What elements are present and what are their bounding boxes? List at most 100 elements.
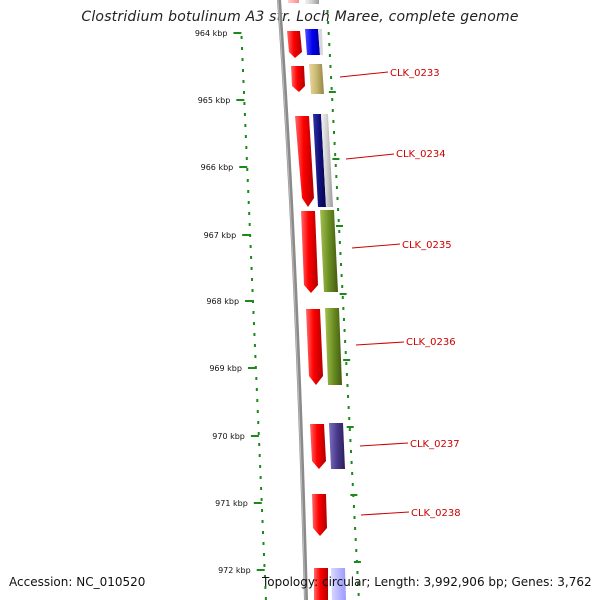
ruler-dot bbox=[333, 142, 336, 145]
gene-arrow-reverse bbox=[305, 29, 320, 55]
kbp-tick-mark bbox=[233, 32, 242, 34]
ruler-dot bbox=[244, 135, 247, 138]
ruler-dot bbox=[248, 223, 251, 226]
ruler-dot bbox=[331, 98, 334, 101]
ruler-dot bbox=[348, 417, 351, 420]
gene-arrow-forward bbox=[288, 0, 299, 3]
ruler-dot bbox=[264, 586, 267, 589]
kbp-tick-label: 964 kbp bbox=[195, 29, 228, 38]
ruler-dot bbox=[327, 21, 330, 24]
ruler-dot bbox=[258, 454, 261, 457]
kbp-tick-mark bbox=[253, 502, 262, 504]
ruler-dot bbox=[261, 509, 264, 512]
inner-ruler bbox=[240, 36, 267, 600]
gene-arrow-forward bbox=[301, 211, 318, 293]
ruler-dot bbox=[332, 120, 335, 123]
ruler-dot bbox=[244, 124, 247, 127]
ruler-dot bbox=[334, 153, 337, 156]
ruler-dot bbox=[346, 384, 349, 387]
gene-label: CLK_0233 bbox=[390, 68, 440, 79]
gene-arrow-reverse bbox=[313, 114, 326, 207]
kbp-tick-label: 967 kbp bbox=[204, 231, 237, 240]
ruler-dot bbox=[245, 157, 248, 160]
kbp-tick-label: 971 kbp bbox=[215, 499, 248, 508]
ruler-dot bbox=[253, 333, 256, 336]
ruler-dot bbox=[354, 538, 357, 541]
gene-arrow-reverse bbox=[305, 0, 319, 4]
gene-label: CLK_0235 bbox=[402, 240, 452, 251]
gene-arrow-forward bbox=[310, 424, 326, 469]
ruler-dot bbox=[337, 208, 340, 211]
ruler-dot bbox=[340, 274, 343, 277]
gene-features bbox=[287, 0, 346, 600]
ruler-dot bbox=[347, 406, 350, 409]
ruler-dot bbox=[241, 58, 244, 61]
ruler-dot bbox=[263, 575, 266, 578]
gene-arrow-reverse bbox=[329, 423, 345, 469]
ruler-dot bbox=[345, 362, 348, 365]
ruler-dot bbox=[342, 318, 345, 321]
ruler-dot bbox=[356, 571, 359, 574]
kbp-tick-label: 966 kbp bbox=[201, 163, 234, 172]
ruler-dot bbox=[262, 553, 265, 556]
ruler-dot bbox=[344, 340, 347, 343]
ruler-dot bbox=[339, 252, 342, 255]
ruler-dot bbox=[260, 487, 263, 490]
ruler-dot bbox=[240, 36, 243, 39]
ruler-dot bbox=[249, 245, 252, 248]
gene-arrow-reverse bbox=[331, 568, 346, 600]
ruler-dot bbox=[341, 285, 344, 288]
leader-line bbox=[351, 243, 401, 249]
leader-line bbox=[359, 442, 409, 447]
ruler-dot bbox=[330, 87, 333, 90]
ruler-dot bbox=[350, 461, 353, 464]
kbp-tick-mark bbox=[250, 435, 259, 437]
kbp-tick-label: 972 kbp bbox=[218, 566, 251, 575]
ruler-dot bbox=[250, 267, 253, 270]
gene-arrow-forward bbox=[295, 116, 314, 207]
ruler-dot bbox=[261, 520, 264, 523]
ruler-dot bbox=[343, 329, 346, 332]
kbp-tick-mark bbox=[236, 99, 245, 101]
ruler-dot bbox=[263, 564, 266, 567]
outer-tick-mark bbox=[346, 426, 354, 428]
topology-text: Topology: circular; Length: 3,992,906 bp… bbox=[262, 575, 592, 589]
accession-text: Accession: NC_010520 bbox=[9, 575, 146, 589]
gene-labels: CLK_0233 CLK_0234 CLK_0235 CLK_0236 CLK_… bbox=[339, 68, 461, 519]
ruler-dot bbox=[336, 197, 339, 200]
ruler-dot bbox=[345, 373, 348, 376]
ruler-dot bbox=[258, 443, 261, 446]
ruler-dot bbox=[351, 472, 354, 475]
ruler-dot bbox=[338, 230, 341, 233]
gene-arrow-forward bbox=[314, 568, 328, 600]
kbp-tick-mark bbox=[256, 569, 265, 571]
kbp-tick-mark bbox=[239, 166, 248, 168]
ruler-dot bbox=[350, 450, 352, 453]
ruler-dot bbox=[332, 131, 335, 134]
gene-arrow-forward bbox=[312, 494, 327, 536]
gene-label: CLK_0237 bbox=[410, 439, 460, 450]
ruler-dot bbox=[247, 201, 250, 204]
outer-tick-mark bbox=[350, 494, 358, 496]
leader-line bbox=[345, 153, 395, 160]
ruler-dot bbox=[337, 219, 340, 222]
kbp-tick-mark bbox=[242, 234, 251, 236]
gene-arrow-forward bbox=[287, 31, 302, 58]
ruler-dot bbox=[246, 179, 249, 182]
ruler-dot bbox=[251, 278, 254, 281]
ruler-dot bbox=[334, 164, 337, 167]
ruler-dot bbox=[264, 597, 267, 600]
ruler-dot bbox=[341, 296, 344, 299]
outer-tick-mark bbox=[332, 158, 340, 160]
ruler-dot bbox=[253, 344, 256, 347]
ruler-dot bbox=[247, 190, 250, 193]
outer-ruler bbox=[326, 10, 360, 596]
ruler-dot bbox=[252, 311, 255, 314]
ruler-dot bbox=[252, 322, 255, 325]
leader-line bbox=[355, 341, 405, 346]
leader-line bbox=[339, 71, 389, 78]
leader-line bbox=[360, 511, 410, 516]
ruler-dot bbox=[351, 483, 354, 486]
ruler-dot bbox=[241, 69, 244, 72]
ruler-dot bbox=[256, 399, 259, 402]
